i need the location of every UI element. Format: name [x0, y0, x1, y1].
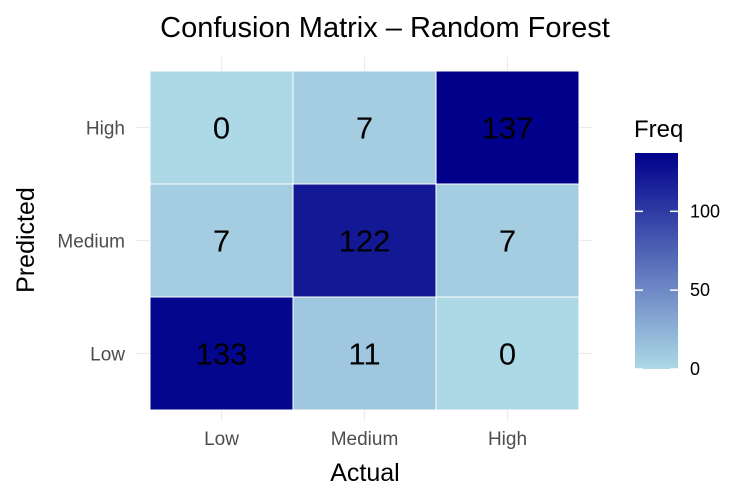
x-axis-title: Actual	[330, 459, 399, 487]
cell-value-label: 0	[499, 337, 516, 372]
cell-value-label: 11	[348, 337, 380, 372]
x-tick-label: Medium	[331, 429, 399, 450]
legend-tick-label: 50	[690, 280, 710, 300]
heatmap-cells: 0 7 137 7 122 7 133 11 0	[149, 70, 580, 411]
heatmap-cell	[149, 183, 294, 298]
cell-value-label: 122	[339, 224, 391, 259]
heatmap-cell	[435, 70, 580, 185]
y-axis-title: Predicted	[12, 187, 40, 293]
y-tick-label: Low	[90, 345, 125, 366]
legend-tick-label: 100	[690, 201, 720, 221]
heatmap-cell	[435, 296, 580, 411]
x-tick-label: Low	[204, 429, 239, 450]
chart-title: Confusion Matrix – Random Forest	[160, 12, 610, 44]
x-tick-label: High	[488, 429, 527, 450]
y-tick-label: Medium	[57, 232, 125, 253]
legend-title: Freq	[634, 116, 683, 143]
heatmap-cell	[435, 183, 580, 298]
cell-value-label: 0	[213, 111, 230, 146]
heatmap-cell	[292, 183, 437, 298]
cell-value-label: 7	[213, 224, 230, 259]
heatmap-cell	[149, 296, 294, 411]
cell-value-label: 133	[196, 337, 248, 372]
x-axis-ticks: Low Medium High	[204, 429, 527, 450]
heatmap-cell	[292, 296, 437, 411]
legend-colorbar	[635, 153, 678, 369]
cell-value-label: 7	[499, 224, 516, 259]
legend-tick-label: 0	[690, 359, 700, 379]
legend-ticks: 0 50 100	[635, 201, 720, 379]
y-axis-ticks: Low Medium High	[57, 119, 125, 366]
cell-value-label: 7	[356, 111, 373, 146]
cell-value-label: 137	[482, 111, 534, 146]
y-tick-label: High	[86, 119, 125, 140]
